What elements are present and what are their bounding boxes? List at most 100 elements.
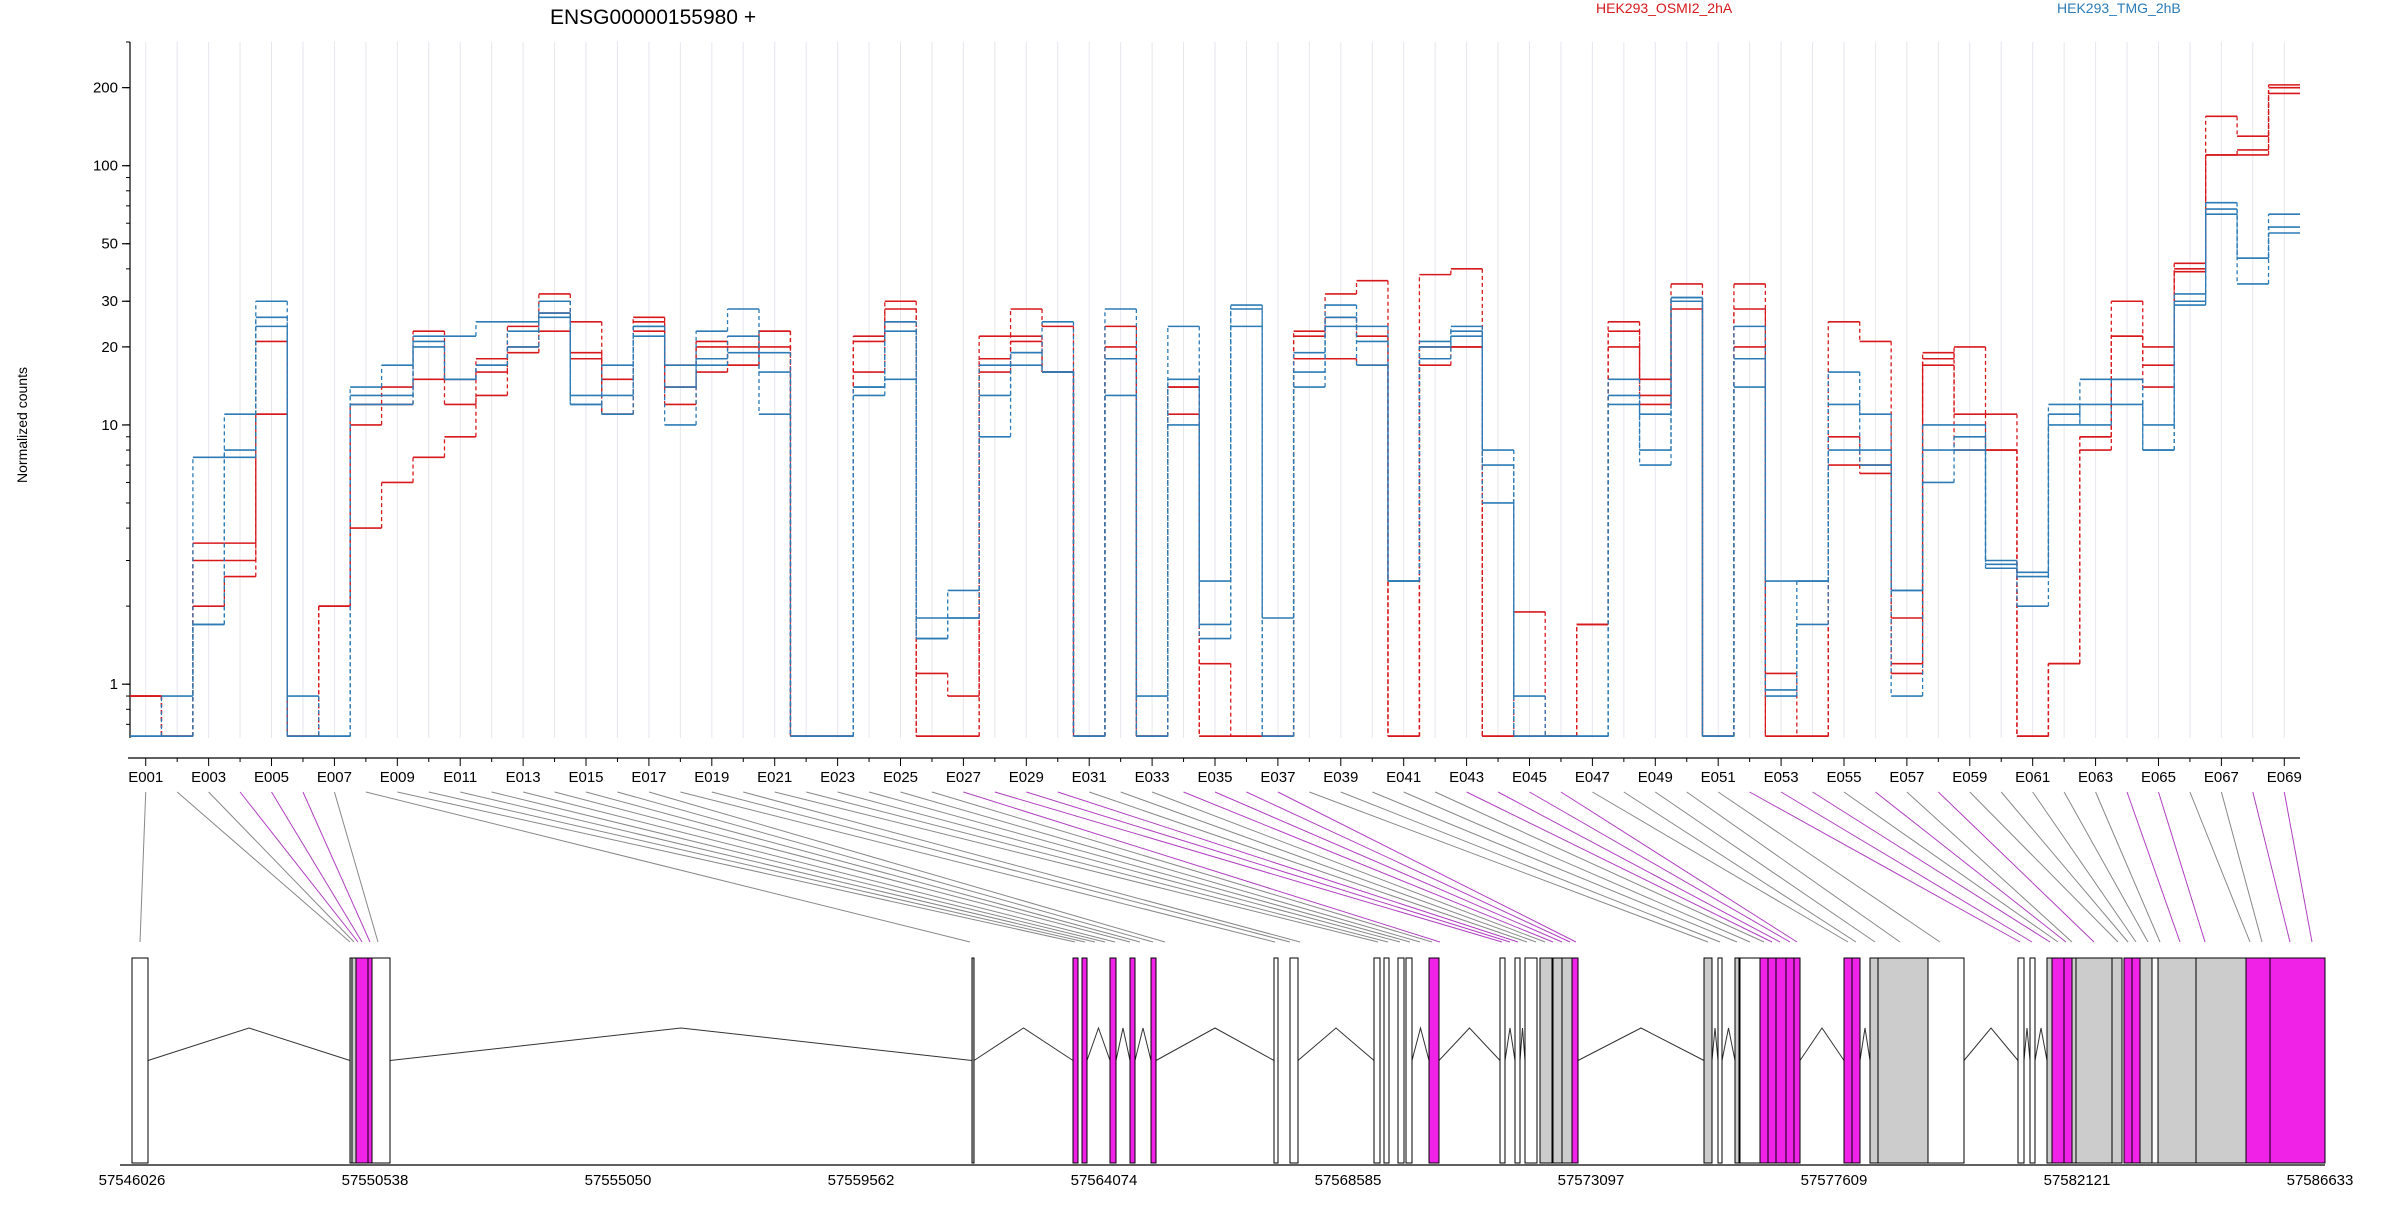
exon-connector [648, 791, 1166, 943]
exon-connector [774, 791, 1379, 943]
x-tick-label: E045 [1512, 769, 1547, 786]
exon-connector [1592, 791, 1849, 943]
exon-connector [460, 791, 1096, 943]
intron-line [1115, 1027, 1131, 1061]
genomic-axis: 57546026 57550538 57555050 57559562 57564074… [99, 1164, 2353, 1189]
x-tick-label: E029 [1009, 769, 1044, 786]
exon-connector [2126, 791, 2181, 943]
exon-block [371, 957, 391, 1164]
exon-block [971, 957, 975, 1164]
series-lines [130, 84, 2300, 737]
exon-block [2046, 957, 2053, 1164]
exon-block [2111, 957, 2123, 1164]
intron-line [147, 1027, 351, 1061]
exon-connector [1026, 791, 1511, 943]
exon-block [1739, 957, 1761, 1164]
exon-connector [1403, 791, 1751, 943]
exon-connector [139, 791, 147, 943]
exon-block [1767, 957, 1777, 1164]
exon-block [2139, 957, 2153, 1164]
exon-connector [302, 791, 371, 943]
exon-connector [1372, 791, 1738, 943]
exon-connector [176, 791, 351, 943]
exon-connector [1309, 791, 1709, 943]
exon-connector [806, 791, 1389, 943]
genomic-tick-label: 57564074 [1071, 1172, 1138, 1189]
genomic-tick-label: 57582121 [2044, 1172, 2111, 1189]
x-tick-label: E047 [1575, 769, 1610, 786]
exon-connector [1875, 791, 2067, 943]
exon-block [1109, 957, 1117, 1164]
exon-connector [1906, 791, 2073, 943]
exon-connector [397, 791, 1076, 943]
exon-block [1397, 957, 1405, 1164]
exon-connector [491, 791, 1106, 943]
x-tick-label: E037 [1260, 769, 1295, 786]
exon-block [351, 957, 357, 1164]
y-tick-label: 30 [101, 293, 118, 310]
intron-line [1721, 1027, 1736, 1061]
exon-block [2151, 957, 2159, 1164]
exon-block [1273, 957, 1279, 1164]
genomic-tick-label: 57559562 [828, 1172, 895, 1189]
exon-connector [2032, 791, 2137, 943]
intron-line [1134, 1027, 1152, 1061]
exon-connector [1089, 791, 1528, 943]
x-tick-label: E061 [2015, 769, 2050, 786]
x-tick-label: E051 [1701, 769, 1736, 786]
exon-connector [1466, 791, 1773, 943]
intron-line [1577, 1027, 1705, 1061]
intron-line [973, 1027, 1074, 1061]
exon-block [1150, 957, 1157, 1164]
x-tick-label: E033 [1135, 769, 1170, 786]
exon-block [1072, 957, 1079, 1164]
exon-connector [680, 791, 1276, 943]
x-tick-label: E011 [443, 769, 477, 786]
exon-connector [585, 791, 1141, 943]
exon-block [367, 957, 373, 1164]
exon-connector [837, 791, 1401, 943]
intron-line [1411, 1026, 1430, 1061]
exon-connector [617, 791, 1154, 943]
exon-connector [868, 791, 1411, 943]
exon-connector [1655, 791, 1876, 943]
exon-block [1775, 957, 1787, 1164]
exon-connector [239, 791, 359, 943]
intron-line [1297, 1027, 1375, 1061]
x-tick-label: E013 [506, 769, 541, 786]
exon-connector [2252, 791, 2291, 943]
x-tick-label: E001 [128, 769, 163, 786]
intron-line [2023, 1027, 2031, 1061]
exon-connector [1812, 791, 2051, 943]
exon-connector [994, 791, 1503, 943]
exon-block [1793, 957, 1801, 1164]
exon-block [1703, 957, 1713, 1164]
intron-line [1799, 1027, 1845, 1061]
exon-block [2029, 957, 2036, 1164]
y-tick-label: 20 [101, 339, 118, 356]
intron-line [1963, 1027, 2019, 1061]
exon-block [1524, 957, 1538, 1164]
intron-line [1519, 1027, 1526, 1061]
x-tick-label: E041 [1386, 769, 1421, 786]
x-tick-label: E059 [1952, 769, 1987, 786]
y-axis: 1 10 20 30 50 100 200 [93, 41, 131, 738]
x-tick-label: E009 [380, 769, 415, 786]
exon-connector [1057, 791, 1519, 943]
exon-connector [1340, 791, 1721, 943]
intron-line [1859, 1027, 1871, 1061]
chart-title: ENSG00000155980 + [550, 6, 756, 29]
exon-connector [1246, 791, 1571, 943]
exon-block [2075, 957, 2113, 1164]
exon-block [2245, 957, 2271, 1164]
exon-block [1405, 957, 1413, 1164]
exon-block [1552, 957, 1563, 1164]
exon-connector [1434, 791, 1765, 943]
exon-gridlines [145, 42, 2285, 738]
exon-connector [1969, 791, 2119, 943]
exon-connector [554, 791, 1131, 943]
x-tick-label: E065 [2141, 769, 2176, 786]
x-tick-label: E005 [254, 769, 289, 786]
exon-block [1129, 957, 1136, 1164]
